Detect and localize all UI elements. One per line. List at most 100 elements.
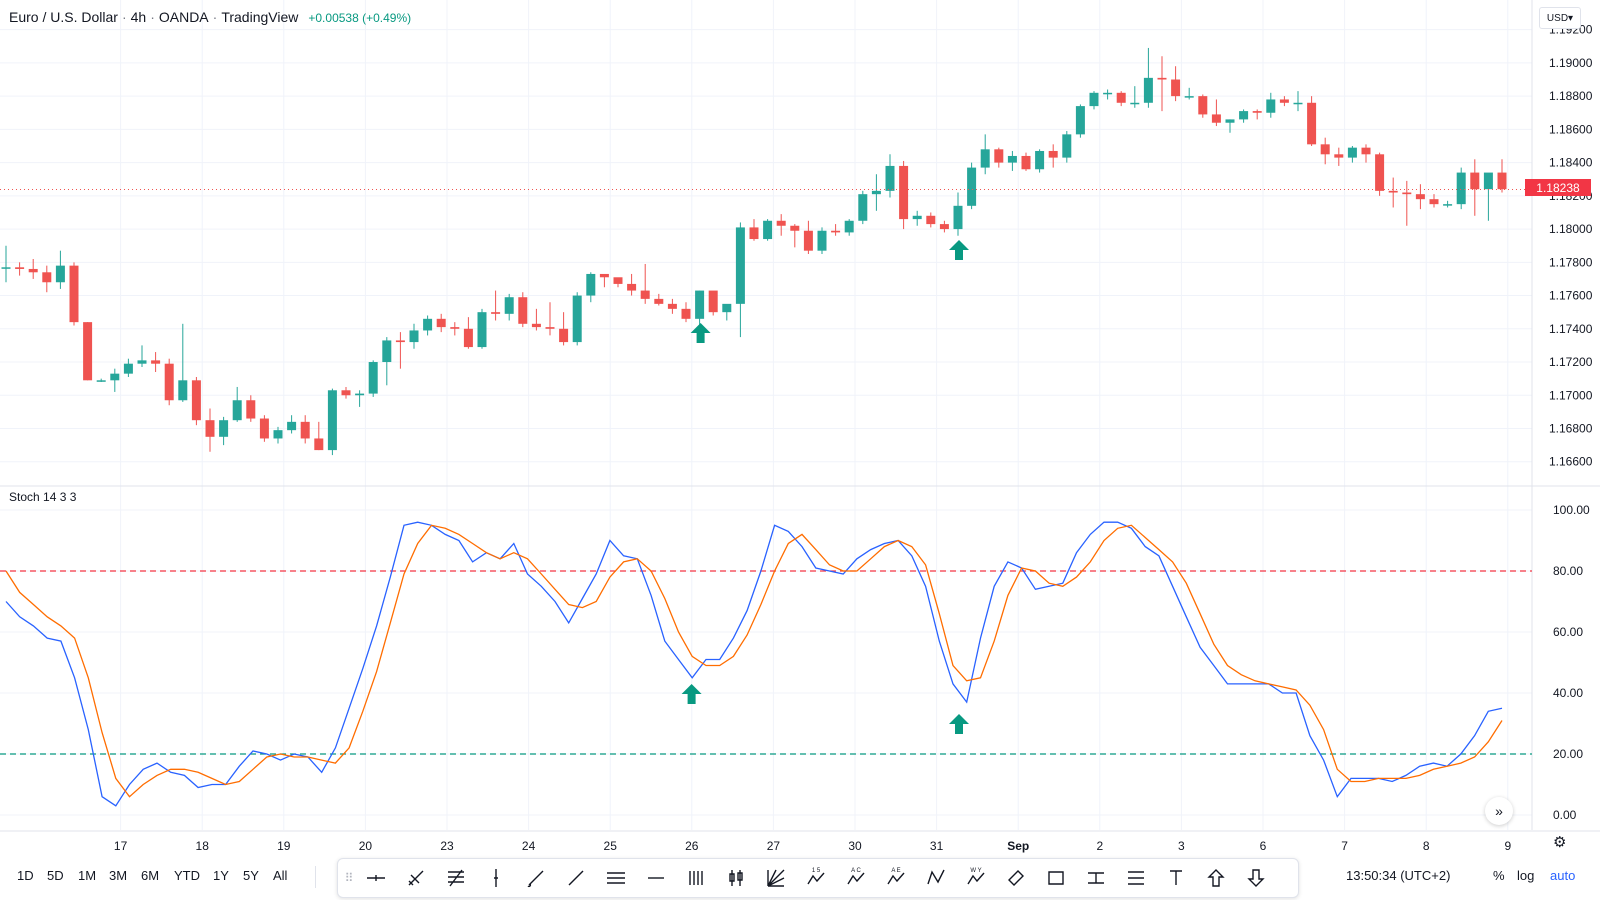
candle [803,230,813,251]
candle [1184,96,1194,98]
bars-pattern-icon [689,871,703,885]
price-tick-label: 1.18800 [1549,89,1593,103]
candle [1116,92,1126,103]
range-3m-button[interactable]: 3M [109,868,128,883]
range-all-button[interactable]: All [273,868,288,883]
brush-icon [408,870,424,886]
time-tick-label: 26 [685,839,699,853]
fib-icon-shape [448,869,464,887]
time-tick-label: 31 [930,839,944,853]
brush-tool-button[interactable] [396,862,436,894]
candle [994,149,1004,163]
candles-pattern-tool-button[interactable] [716,862,756,894]
clock[interactable]: 13:50:34 (UTC+2) [1346,868,1451,883]
candle [776,220,786,226]
date-range-tool-button[interactable] [1116,862,1156,894]
candle [287,421,297,431]
buy-signal-arrow [690,323,711,343]
pattern-wy-tool-button[interactable]: W Y [956,862,996,894]
log-scale-button[interactable]: log [1517,868,1535,883]
candle [42,272,52,283]
arrow-up-icon-shape [1207,869,1225,887]
pattern-15-icon-label: 1 5 [812,868,821,874]
candle [219,420,229,437]
price-range-tool-button[interactable] [1076,862,1116,894]
last-price-tag: 1.18238 [1525,179,1591,196]
time-tick-label: 19 [277,839,291,853]
fib-tool-button[interactable] [436,862,476,894]
price-tick-label: 1.17600 [1549,289,1593,303]
candle [300,421,310,439]
range-5y-button[interactable]: 5Y [243,868,259,883]
price-tick-label: 1.16600 [1549,455,1593,469]
candle [1293,102,1303,105]
horizontal-lines-tool-button[interactable] [596,862,636,894]
candle [1334,154,1344,158]
pattern-ae-tool-button[interactable]: A E [876,862,916,894]
range-1y-button[interactable]: 1Y [213,868,229,883]
buy-signal-arrow [949,240,969,260]
range-5d-button[interactable]: 5D [47,868,64,883]
time-tick-label: 27 [767,839,781,853]
stoch-tick-label: 100.00 [1553,503,1590,517]
candle [1402,192,1412,195]
gann-fan-icon-shape [767,869,785,887]
candle [151,360,161,364]
candle [1279,99,1289,103]
horizontal-ray-tool-button[interactable] [636,862,676,894]
arrow-up-tool-button[interactable] [1196,862,1236,894]
trend-line-tool-button[interactable] [556,862,596,894]
ray-tool-button[interactable] [516,862,556,894]
currency-button[interactable]: USD ▾ [1539,7,1581,29]
text-icon [1170,870,1182,885]
drag-handle-icon[interactable]: ⠿ [344,871,354,885]
arrow-down-tool-button[interactable] [1236,862,1276,894]
gann-fan-tool-button[interactable] [756,862,796,894]
time-tick-label: 17 [114,839,128,853]
stoch-signal-arrow [681,684,702,704]
interval-label[interactable]: 4h [130,9,147,25]
rotated-rect-tool-button[interactable] [996,862,1036,894]
range-ytd-button[interactable]: YTD [174,868,200,883]
price-range-icon-shape [1088,872,1104,884]
candle [1470,172,1480,190]
rotated-rect-icon [1008,870,1024,886]
time-tick-label: 30 [848,839,862,853]
rectangle-tool-button[interactable] [1036,862,1076,894]
candle [1062,134,1072,158]
candle [722,303,732,313]
stoch-tick-label: 40.00 [1553,686,1583,700]
vertical-line-tool-button[interactable] [476,862,516,894]
cursor-line-icon [367,875,385,881]
range-6m-button[interactable]: 6M [141,868,160,883]
candle [1320,144,1330,155]
polyline-tool-button[interactable] [916,862,956,894]
gear-icon[interactable]: ⚙ [1553,834,1567,851]
pattern-ae-icon-shape [887,872,905,885]
candle [423,318,433,331]
auto-scale-button[interactable]: auto [1550,868,1576,883]
candle [382,340,392,363]
scroll-to-realtime-button[interactable]: » [1485,797,1513,825]
range-1d-button[interactable]: 1D [17,868,34,883]
time-tick-label: 8 [1423,839,1430,853]
price-tick-label: 1.18600 [1549,122,1593,136]
stoch-indicator-label[interactable]: Stoch 14 3 3 [9,490,77,504]
candle [491,312,501,314]
candle [246,400,256,419]
symbol-title[interactable]: Euro / U.S. Dollar [9,9,118,25]
text-icon-shape [1170,870,1182,885]
cursor-line-tool-button[interactable] [356,862,396,894]
pattern-15-tool-button[interactable]: 1 5 [796,862,836,894]
pattern-wy-icon: W Y [967,868,985,885]
percent-scale-button[interactable]: % [1493,868,1505,883]
vertical-line-icon [494,869,498,887]
pattern-ac-tool-button[interactable]: A C [836,862,876,894]
stoch-tick-label: 20.00 [1553,747,1583,761]
candle [749,227,759,240]
text-tool-button[interactable] [1156,862,1196,894]
candle [1388,190,1398,193]
range-1m-button[interactable]: 1M [78,868,97,883]
bars-pattern-tool-button[interactable] [676,862,716,894]
